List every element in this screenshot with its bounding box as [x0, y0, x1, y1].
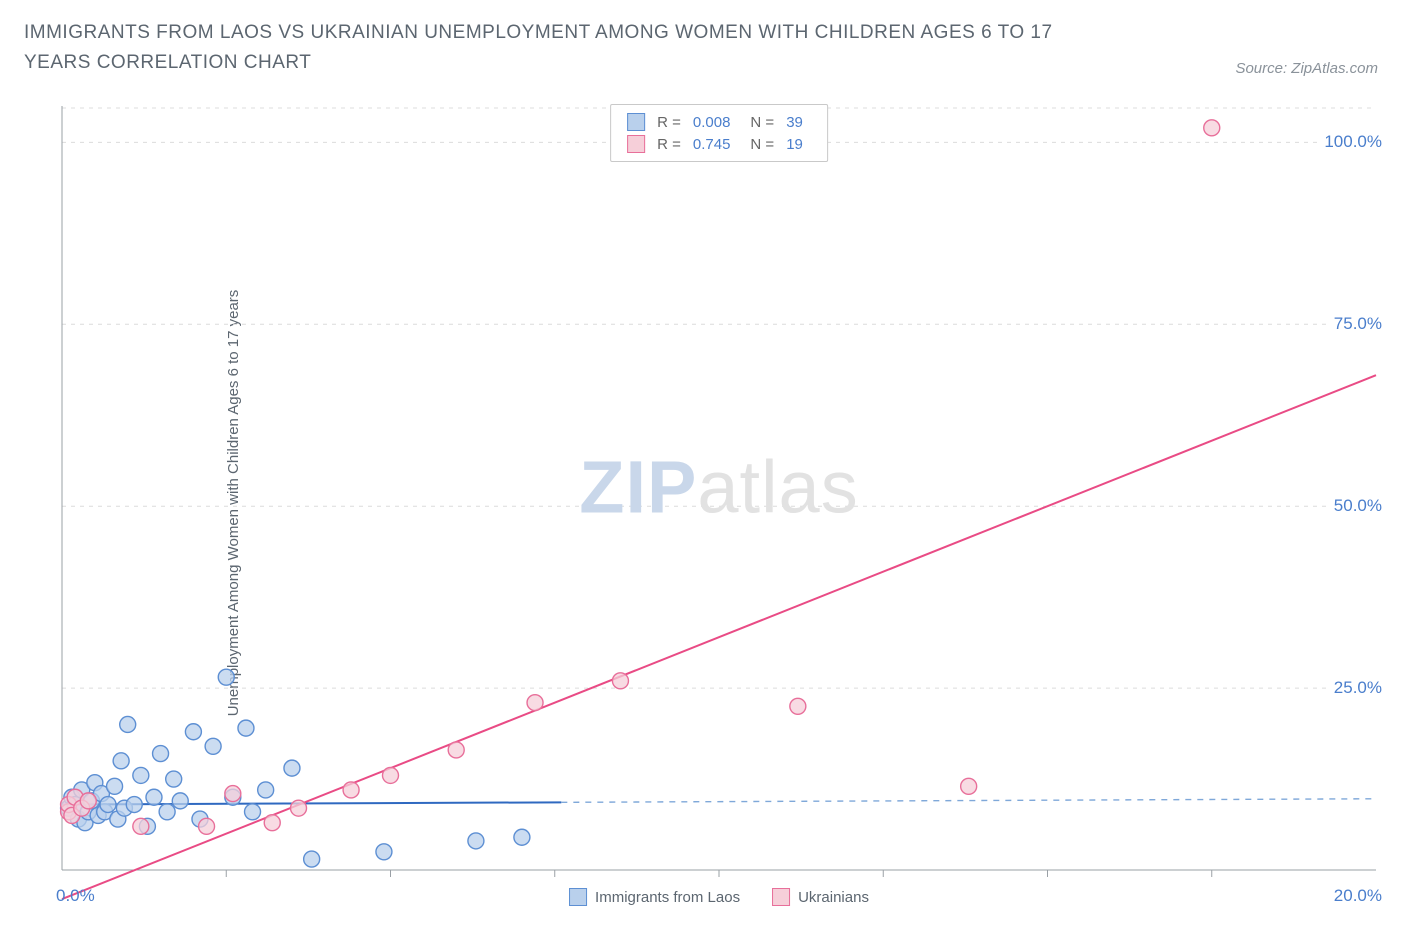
- legend-swatch-ukr: [772, 888, 790, 906]
- page-title: IMMIGRANTS FROM LAOS VS UKRAINIAN UNEMPL…: [24, 18, 1124, 79]
- stat-swatch-ukr: [627, 135, 645, 153]
- x-axis-min-label: 0.0%: [56, 886, 95, 906]
- stat-swatch-laos: [627, 113, 645, 131]
- legend-label-ukr: Ukrainians: [798, 889, 869, 906]
- y-tick-label: 25.0%: [1330, 678, 1382, 698]
- correlation-stats-box: R = 0.008 N = 39 R = 0.745 N = 19: [610, 104, 828, 162]
- scatter-plot: [56, 100, 1382, 906]
- legend: Immigrants from Laos Ukrainians: [569, 888, 869, 906]
- stat-label-N: N =: [744, 111, 780, 133]
- stat-label-N: N =: [744, 133, 780, 155]
- y-tick-label: 75.0%: [1330, 314, 1382, 334]
- stat-label-R: R =: [651, 111, 687, 133]
- stat-value-R-laos: 0.008: [687, 111, 745, 133]
- stat-label-R: R =: [651, 133, 687, 155]
- legend-label-laos: Immigrants from Laos: [595, 889, 740, 906]
- y-tick-label: 50.0%: [1330, 496, 1382, 516]
- legend-item-ukr: Ukrainians: [772, 888, 869, 906]
- legend-swatch-laos: [569, 888, 587, 906]
- stat-value-N-laos: 39: [780, 111, 817, 133]
- chart-area: Unemployment Among Women with Children A…: [56, 100, 1382, 906]
- chart-container: IMMIGRANTS FROM LAOS VS UKRAINIAN UNEMPL…: [0, 0, 1406, 930]
- stat-value-N-ukr: 19: [780, 133, 817, 155]
- stat-row-ukr: R = 0.745 N = 19: [621, 133, 817, 155]
- stat-row-laos: R = 0.008 N = 39: [621, 111, 817, 133]
- legend-item-laos: Immigrants from Laos: [569, 888, 740, 906]
- x-axis-max-label: 20.0%: [1334, 886, 1382, 906]
- y-tick-label: 100.0%: [1320, 132, 1382, 152]
- stat-value-R-ukr: 0.745: [687, 133, 745, 155]
- source-attribution: Source: ZipAtlas.com: [1235, 60, 1378, 77]
